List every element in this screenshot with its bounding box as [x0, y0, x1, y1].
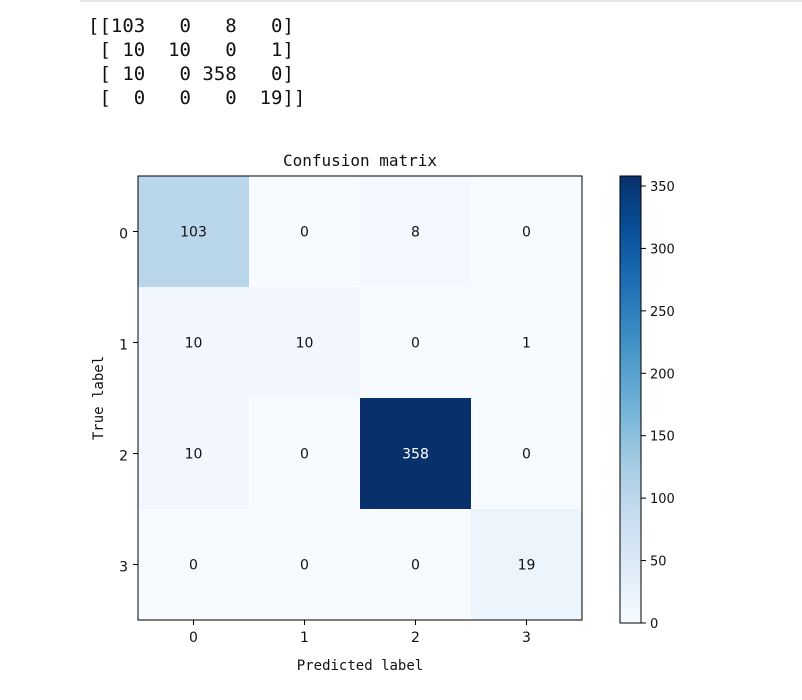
heatmap-cell-3-2 — [360, 509, 471, 620]
colorbar-tick-label: 300 — [650, 242, 675, 257]
heatmap-cell-2-1 — [249, 398, 360, 509]
cell-value-label: 10 — [185, 336, 203, 352]
heatmap-cell-3-0 — [138, 509, 249, 620]
colorbar-tick-label: 200 — [650, 367, 675, 382]
colorbar-tick-label: 100 — [650, 492, 675, 507]
printed-matrix-output: [[103 0 8 0] [ 10 10 0 1] [ 10 0 358 0] … — [88, 15, 306, 109]
cell-value-label: 0 — [300, 447, 309, 463]
cell-value-label: 0 — [189, 558, 198, 574]
cell-value-label: 0 — [411, 336, 420, 352]
heatmap-cell-0-3 — [471, 176, 582, 287]
heatmap-cell-1-0 — [138, 287, 249, 398]
cell-value-label: 0 — [522, 447, 531, 463]
heatmap-cell-0-2 — [360, 176, 471, 287]
heatmap-cell-2-3 — [471, 398, 582, 509]
y-tick-label: 3 — [119, 560, 128, 576]
colorbar-tick-label: 50 — [650, 555, 667, 570]
x-tick-label: 2 — [411, 630, 420, 646]
heatmap-cell-0-0 — [138, 176, 249, 287]
cell-value-label: 0 — [300, 558, 309, 574]
cell-value-label: 0 — [411, 558, 420, 574]
colorbar-tick-label: 250 — [650, 305, 675, 320]
y-tick-label: 1 — [119, 338, 128, 354]
cell-value-label: 0 — [522, 225, 531, 241]
cell-value-label: 19 — [518, 558, 536, 574]
cell-value-label: 103 — [180, 225, 207, 241]
colorbar-tick-label: 0 — [650, 617, 658, 632]
heatmap-cell-1-1 — [249, 287, 360, 398]
cell-value-label: 8 — [411, 225, 420, 241]
colorbar-tick-label: 350 — [650, 180, 675, 195]
cell-value-label: 358 — [402, 447, 429, 463]
colorbar-tick-label: 150 — [650, 430, 675, 445]
colorbar — [619, 175, 642, 624]
heatmap-cell-0-1 — [249, 176, 360, 287]
plot-frame — [137, 175, 583, 621]
heatmap-cell-2-0 — [138, 398, 249, 509]
y-axis-label: True label — [91, 356, 107, 440]
cell-value-label: 1 — [522, 336, 531, 352]
x-tick-label: 0 — [189, 630, 198, 646]
heatmap-cell-3-1 — [249, 509, 360, 620]
heatmap-cell-1-3 — [471, 287, 582, 398]
x-axis-label: Predicted label — [297, 658, 423, 674]
x-tick-label: 3 — [522, 630, 531, 646]
y-tick-label: 0 — [119, 227, 128, 243]
y-tick-label: 2 — [119, 449, 128, 465]
x-tick-label: 1 — [300, 630, 309, 646]
heatmap-cell-3-3 — [471, 509, 582, 620]
cell-value-label: 10 — [296, 336, 314, 352]
top-divider — [80, 0, 802, 2]
chart-title: Confusion matrix — [283, 151, 437, 170]
cell-value-label: 0 — [300, 225, 309, 241]
cell-value-label: 10 — [185, 447, 203, 463]
heatmap-cell-2-2 — [360, 398, 471, 509]
heatmap-cell-1-2 — [360, 287, 471, 398]
